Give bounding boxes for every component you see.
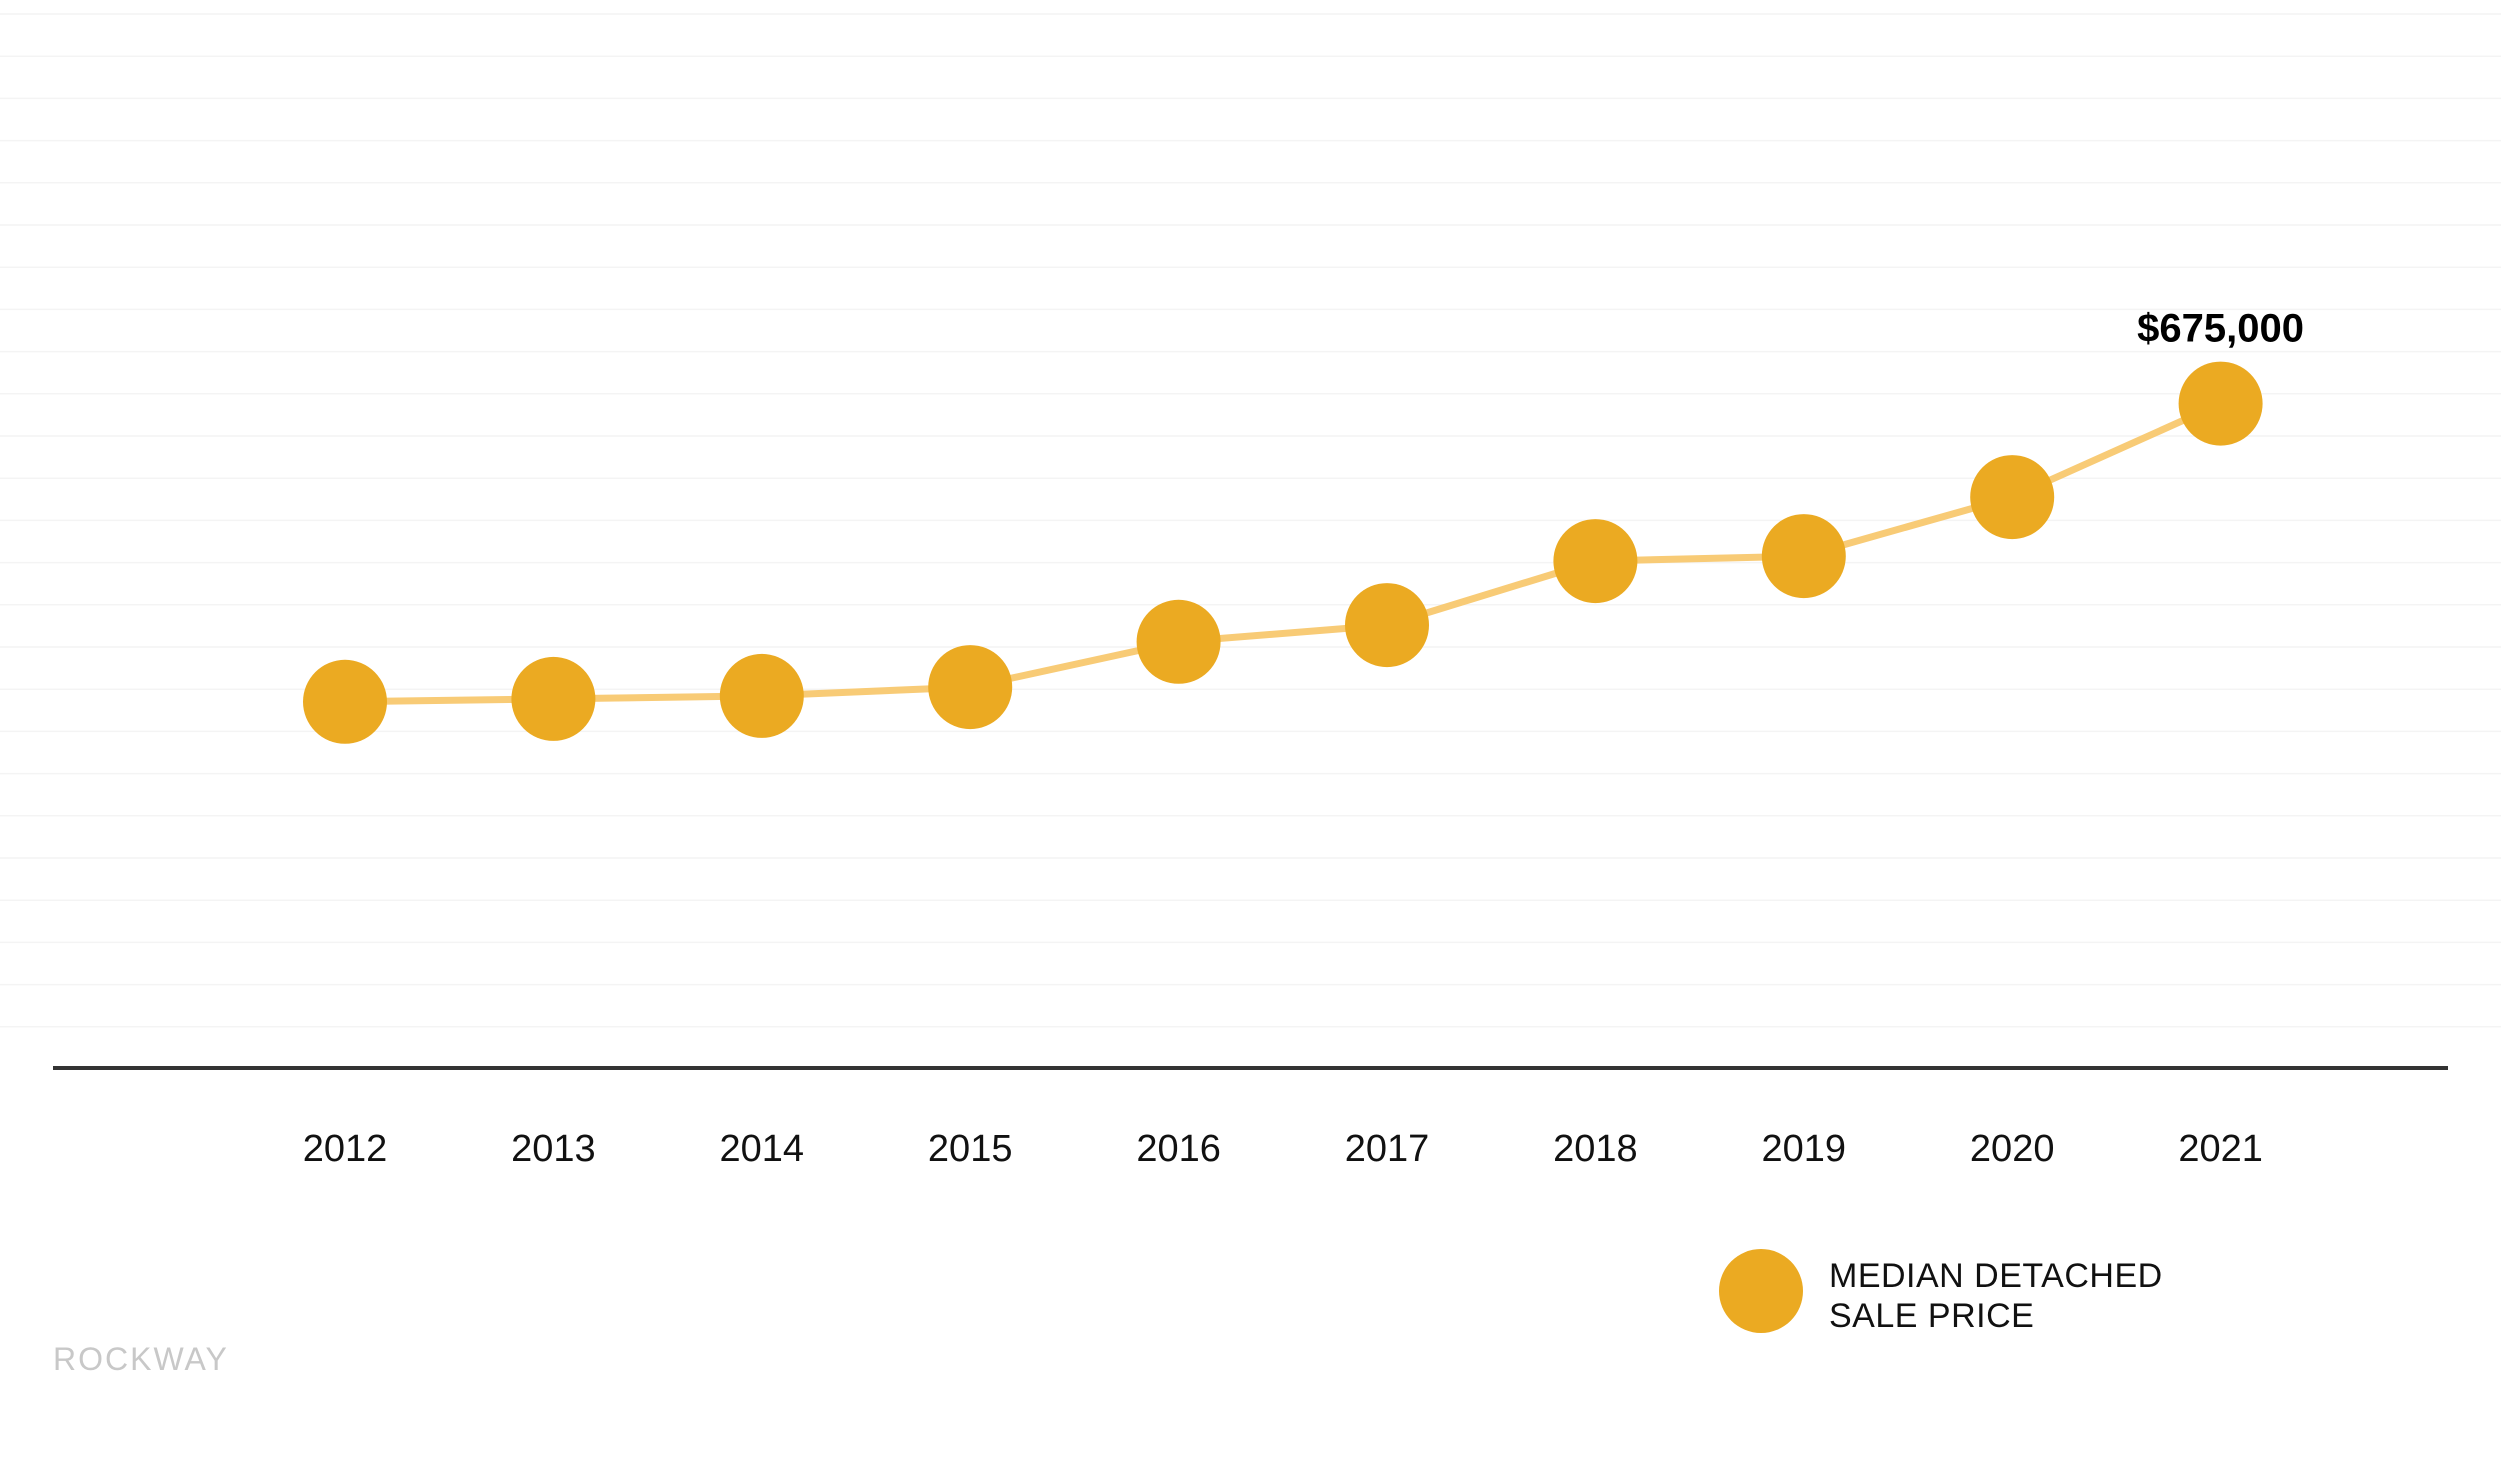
legend: MEDIAN DETACHED SALE PRICE [1719, 1249, 2163, 1335]
data-points [303, 361, 2263, 744]
data-label-2021: $675,000 [2137, 307, 2304, 351]
x-tick-label-2015: 2015 [928, 1128, 1013, 1170]
x-tick-label-2020: 2020 [1970, 1128, 2055, 1170]
legend-label-line-1: MEDIAN DETACHED [1829, 1257, 2163, 1295]
legend-marker [1719, 1249, 1803, 1333]
x-tick-label-2017: 2017 [1345, 1128, 1430, 1170]
data-point-2012 [303, 659, 387, 744]
data-point-2014 [719, 653, 804, 738]
x-tick-label-2016: 2016 [1136, 1128, 1221, 1170]
data-point-2020 [1970, 455, 2055, 540]
data-point-2017 [1345, 583, 1429, 668]
data-point-2021 [2178, 361, 2263, 446]
x-tick-label-2021: 2021 [2178, 1128, 2263, 1170]
data-point-2018 [1553, 519, 1638, 604]
legend-label-line-2: SALE PRICE [1829, 1297, 2034, 1335]
data-point-2015 [928, 645, 1013, 730]
x-tick-label-2018: 2018 [1553, 1128, 1638, 1170]
data-point-2013 [511, 656, 596, 741]
x-tick-label-2019: 2019 [1762, 1128, 1847, 1170]
gridlines [0, 13, 2501, 1028]
x-tick-label-2013: 2013 [511, 1128, 596, 1170]
data-point-2016 [1136, 599, 1221, 684]
x-tick-label-2012: 2012 [303, 1128, 388, 1170]
data-annotations: $675,000 [2137, 307, 2304, 351]
x-tick-labels: 2012 2013 2014 2015 2016 2017 2018 2019 2020 2021 [303, 1128, 2263, 1170]
x-tick-label-2014: 2014 [720, 1128, 805, 1170]
data-point-2019 [1761, 514, 1846, 599]
brand-logo-text: ROCKWAY [53, 1341, 229, 1377]
series-line [341, 400, 2225, 706]
